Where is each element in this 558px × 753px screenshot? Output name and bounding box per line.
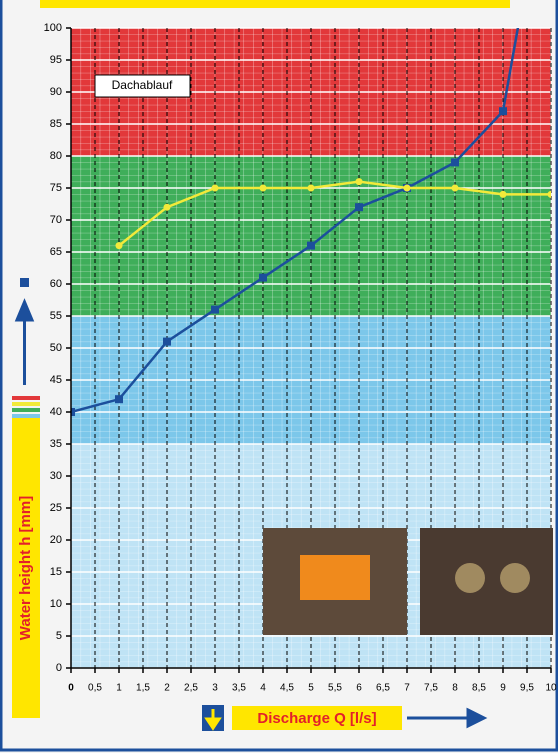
x-tick-label: 10 — [545, 683, 557, 694]
y-tick-label: 40 — [50, 406, 62, 418]
x-tick-label: 0,5 — [88, 683, 102, 694]
x-tick-label: 6 — [356, 683, 362, 694]
annotation: Dachablauf — [112, 78, 173, 92]
y-tick-label: 75 — [50, 182, 62, 194]
x-tick-label: 5 — [308, 683, 314, 694]
y-tick-label: 85 — [50, 118, 62, 130]
y-tick-label: 80 — [50, 150, 62, 162]
y-tick-label: 25 — [50, 502, 62, 514]
point — [355, 178, 363, 186]
point — [307, 184, 315, 192]
up-arrow — [14, 298, 35, 385]
y-tick-label: 70 — [50, 214, 62, 226]
right-arrow — [407, 707, 488, 729]
y-tick-label: 15 — [50, 566, 62, 578]
x-tick-label: 5,5 — [328, 683, 342, 694]
title-bar — [40, 0, 510, 8]
y-tick-label: 65 — [50, 246, 62, 258]
x-tick-label: 1,5 — [136, 683, 150, 694]
point — [499, 107, 507, 116]
x-tick-label: 1 — [116, 683, 122, 694]
x-tick-label: 8 — [452, 683, 458, 694]
y-tick-label: 95 — [50, 54, 62, 66]
x-tick-label: 7 — [404, 683, 410, 694]
point — [259, 273, 267, 282]
x-tick-label: 2,5 — [184, 683, 198, 694]
y-tick-label: 90 — [50, 86, 62, 98]
point — [547, 190, 551, 198]
point — [307, 241, 315, 250]
x-tick-label: 6,5 — [376, 683, 390, 694]
legend-stripe — [12, 408, 40, 412]
y-tick-label: 50 — [50, 342, 62, 354]
x-tick-label: 9,5 — [520, 683, 534, 694]
point — [451, 158, 459, 167]
y-label-bg — [12, 418, 40, 718]
y-tick-label: 45 — [50, 374, 62, 386]
x-tick-label: 3 — [212, 683, 218, 694]
point — [115, 242, 123, 250]
legend-stripe — [12, 414, 40, 418]
y-axis-label: Water height h [mm] — [17, 496, 34, 640]
point — [163, 337, 171, 346]
legend-stripe — [12, 396, 40, 400]
point — [71, 408, 75, 416]
y-tick-label: 0 — [56, 662, 62, 674]
photo-detail — [500, 563, 530, 593]
y-tick-label: 55 — [50, 310, 62, 322]
x-tick-label: 9 — [500, 683, 506, 694]
y-tick-label: 60 — [50, 278, 62, 290]
x-tick-label: 2 — [164, 683, 170, 694]
legend-stripe — [12, 402, 40, 406]
down-arrow — [204, 709, 222, 731]
photo-detail — [455, 563, 485, 593]
photo — [420, 528, 553, 635]
y-tick-label: 20 — [50, 534, 62, 546]
point — [355, 203, 363, 212]
point — [499, 190, 507, 198]
point — [211, 184, 219, 192]
y-tick-label: 5 — [56, 630, 62, 642]
point — [115, 395, 123, 404]
x-tick-label: 4,5 — [280, 683, 294, 694]
point — [163, 203, 171, 211]
y-tick-label: 35 — [50, 438, 62, 450]
y-tick-label: 100 — [44, 22, 62, 34]
y-tick-label: 10 — [50, 598, 62, 610]
y-tick-label: 30 — [50, 470, 62, 482]
series — [71, 28, 551, 416]
point — [211, 305, 219, 314]
point — [451, 184, 459, 192]
point — [403, 184, 411, 192]
x-label-bg — [232, 706, 402, 730]
series-line — [118, 180, 551, 247]
x-tick-label: 7,5 — [424, 683, 438, 694]
x-tick-label: 4 — [260, 683, 266, 694]
legend-marker — [20, 278, 29, 287]
point — [259, 184, 267, 192]
x-axis-label: Discharge Q [l/s] — [257, 710, 376, 727]
x-tick-label: 8,5 — [472, 683, 486, 694]
annotation-box — [94, 74, 191, 98]
x-tick-label: 0 — [68, 683, 74, 694]
x-tick-label: 3,5 — [232, 683, 246, 694]
photo-detail — [300, 555, 370, 600]
